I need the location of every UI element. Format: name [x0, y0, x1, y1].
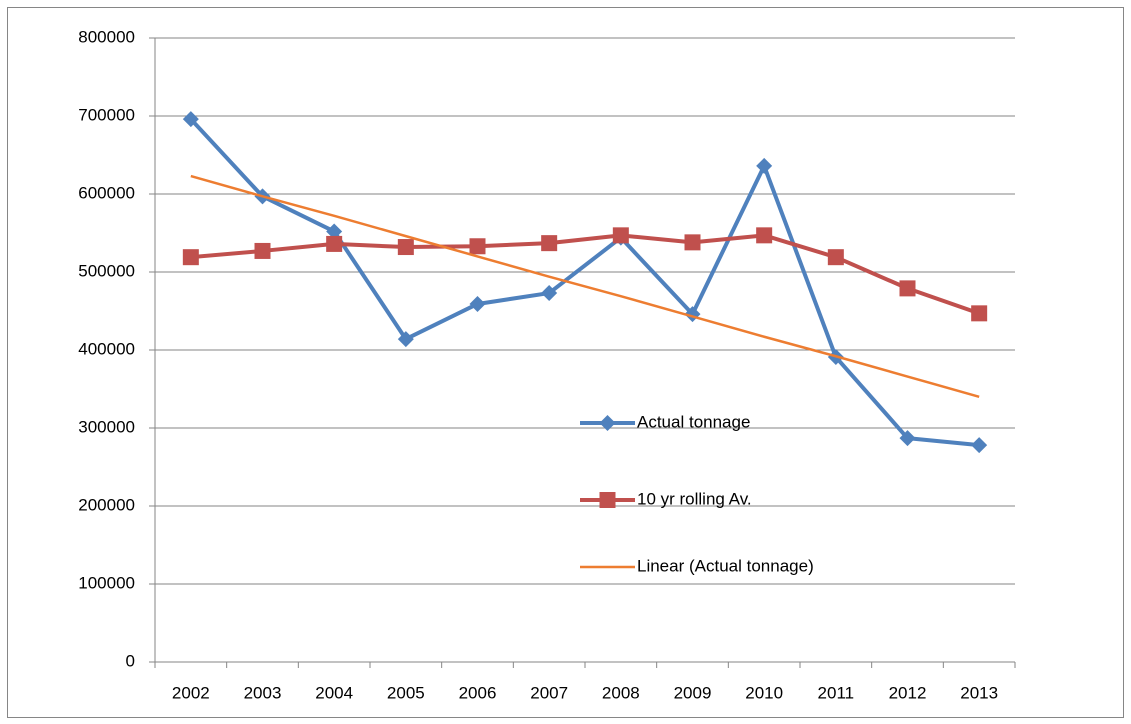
data-point	[397, 331, 414, 348]
y-tick-label: 400000	[78, 339, 135, 358]
legend-label: Linear (Actual tonnage)	[637, 556, 814, 575]
series-line	[190, 233, 980, 316]
data-point	[326, 223, 343, 240]
x-tick-label: 2013	[960, 683, 998, 702]
y-tick-label: 600000	[78, 183, 135, 202]
data-point	[469, 295, 486, 312]
y-tick-label: 800000	[78, 27, 135, 46]
y-tick-label: 100000	[78, 573, 135, 592]
data-point	[182, 111, 199, 128]
data-point	[182, 249, 199, 266]
x-tick-label: 2003	[244, 683, 282, 702]
x-tick-label: 2002	[172, 683, 210, 702]
y-tick-label: 0	[126, 651, 135, 670]
data-point	[971, 305, 988, 322]
data-point	[899, 430, 916, 447]
data-point	[756, 157, 773, 174]
data-point	[326, 235, 343, 252]
x-tick-label: 2009	[674, 683, 712, 702]
data-point	[541, 285, 558, 302]
x-tick-label: 2012	[889, 683, 927, 702]
x-tick-label: 2008	[602, 683, 640, 702]
data-point	[756, 227, 773, 244]
legend-marker	[599, 492, 616, 508]
data-point	[541, 235, 558, 252]
data-point	[684, 234, 701, 251]
legend-label: 10 yr rolling Av.	[637, 489, 752, 508]
x-tick-label: 2010	[745, 683, 783, 702]
y-tick-label: 300000	[78, 417, 135, 436]
y-tick-label: 700000	[78, 105, 135, 124]
chart-border	[7, 7, 1124, 718]
data-point	[827, 249, 844, 266]
x-tick-label: 2004	[315, 683, 353, 702]
data-point	[469, 238, 486, 255]
x-tick-label: 2006	[459, 683, 497, 702]
x-tick-label: 2005	[387, 683, 425, 702]
legend-label: Actual tonnage	[637, 412, 750, 431]
x-tick-label: 2011	[818, 683, 855, 702]
x-tick-label: 2007	[530, 683, 568, 702]
legend-marker	[599, 415, 616, 431]
data-point	[612, 227, 629, 244]
y-tick-label: 500000	[78, 261, 135, 280]
data-point	[971, 437, 988, 454]
data-point	[254, 242, 271, 259]
y-tick-label: 200000	[78, 495, 135, 514]
data-point	[899, 280, 916, 297]
series-line	[189, 117, 980, 448]
data-point	[397, 239, 414, 256]
series-line	[190, 174, 980, 399]
